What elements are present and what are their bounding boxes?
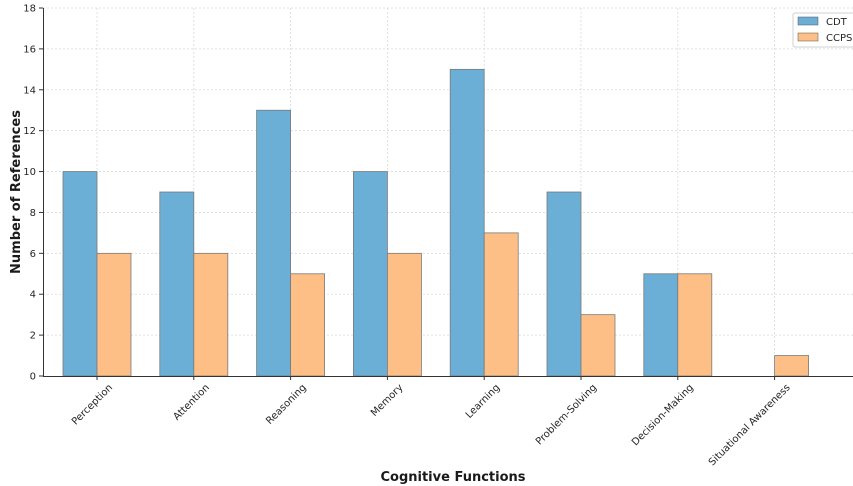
legend-label-cdt: CDT	[826, 17, 848, 28]
y-tick-label: 18	[23, 4, 36, 15]
y-tick-label: 4	[30, 290, 36, 301]
y-axis-title: Number of References	[9, 110, 24, 274]
y-tick-label: 16	[23, 44, 36, 55]
x-tick-label: Problem-Solving	[534, 382, 599, 447]
x-ticks: Perception Attention Reasoning Memory Learni…	[70, 376, 793, 468]
bar-cdt-perception	[62, 171, 98, 377]
legend-swatch-ccps	[797, 32, 819, 42]
x-tick-label: Reasoning	[264, 382, 308, 426]
bar-ccps-learning	[483, 232, 519, 377]
y-tick-label: 2	[30, 331, 36, 342]
y-tick-label: 0	[30, 372, 36, 383]
y-tick-label: 14	[23, 85, 36, 96]
bar-ccps-memory	[386, 252, 422, 377]
x-tick-label: Perception	[70, 382, 115, 427]
y-tick-label: 8	[30, 208, 36, 219]
bar-ccps-reasoning	[290, 273, 326, 377]
y-tick-label: 12	[23, 126, 36, 137]
bar-ccps-decision-making	[677, 273, 713, 377]
bar-ccps-perception	[96, 252, 132, 377]
x-tick-label: Memory	[369, 382, 406, 419]
x-tick-label: Decision-Making	[630, 382, 696, 448]
bar-cdt-memory	[352, 171, 388, 377]
bar-cdt-problem-solving	[546, 191, 582, 377]
bar-cdt-decision-making	[643, 273, 679, 377]
bar-cdt-learning	[449, 68, 485, 377]
bars	[62, 68, 809, 377]
bar-cdt-attention	[159, 191, 195, 377]
legend: CDT CCPS	[792, 12, 853, 48]
x-tick-label: Situational Awareness	[707, 382, 793, 468]
x-tick-label: Learning	[464, 382, 502, 420]
bar-ccps-problem-solving	[580, 314, 616, 377]
bar-cdt-reasoning	[256, 109, 292, 377]
bar-ccps-situational-awareness	[774, 355, 809, 377]
axes	[43, 8, 853, 377]
legend-swatch-cdt	[797, 16, 819, 26]
legend-label-ccps: CCPS	[826, 33, 852, 44]
y-tick-label: 6	[30, 249, 36, 260]
bar-ccps-attention	[193, 252, 229, 377]
y-ticks: 0 2 4 6 8 10 12 14 16 18	[23, 4, 43, 383]
x-axis-title: Cognitive Functions	[380, 470, 525, 485]
x-tick-label: Attention	[172, 382, 212, 422]
y-tick-label: 10	[23, 167, 36, 178]
